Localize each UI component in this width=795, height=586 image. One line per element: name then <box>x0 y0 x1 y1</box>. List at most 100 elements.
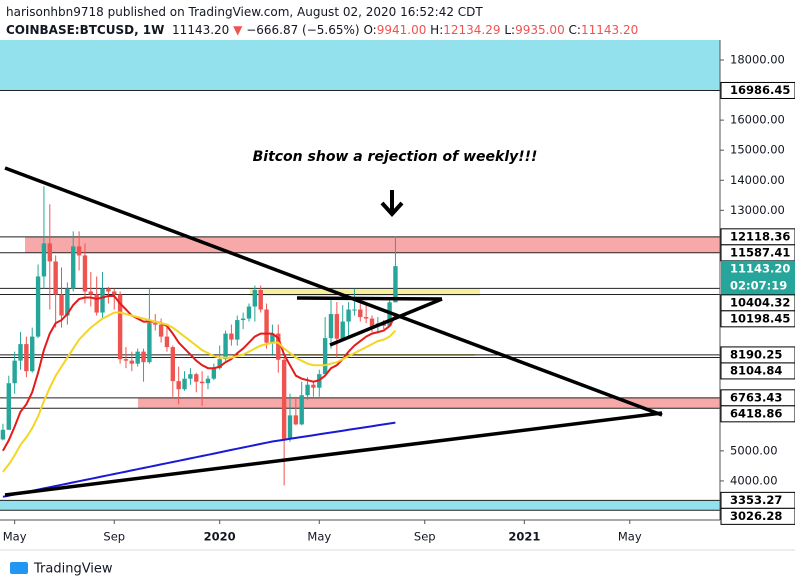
candle-body <box>158 324 164 337</box>
price-tag-label: 8190.25 <box>730 347 782 361</box>
price-tag-label: 12118.36 <box>730 229 790 243</box>
candle-body <box>112 291 117 295</box>
candle-body <box>358 309 363 318</box>
candle-body <box>82 255 88 292</box>
zone <box>25 237 720 253</box>
candle-body <box>270 333 275 343</box>
logo-text: TradingView <box>33 562 113 577</box>
candle-body <box>328 314 334 339</box>
ma-line <box>2 421 396 498</box>
candle-body <box>147 323 152 363</box>
candle-body <box>199 381 205 384</box>
zones <box>0 40 720 510</box>
price-tag <box>720 362 795 380</box>
price-tag <box>720 310 795 328</box>
candle-body <box>76 246 82 256</box>
c: 11143.20 <box>580 23 639 37</box>
candle-body <box>47 243 52 262</box>
trendline <box>4 166 663 417</box>
plot <box>0 89 720 511</box>
drawings <box>4 166 663 497</box>
candle-body <box>129 360 135 364</box>
candle-body <box>346 309 351 322</box>
x-tick-label: 2021 <box>508 530 540 544</box>
candle-body <box>0 429 6 440</box>
candle-body <box>65 288 70 316</box>
candle-body <box>211 368 217 379</box>
candle-body <box>229 333 234 340</box>
symbol-line: COINBASE:BTCUSD, 1W 11143.20 ▼ −666.87 (… <box>6 21 638 39</box>
candle-body <box>299 395 304 425</box>
l-label: L: <box>504 23 516 37</box>
price-tag-label: 8104.84 <box>730 363 782 377</box>
price-tag-label: 10404.32 <box>730 295 790 309</box>
candle-body <box>223 333 228 360</box>
countdown: 02:07:19 <box>730 278 787 292</box>
candle-body <box>340 321 345 339</box>
candle-body <box>100 288 105 313</box>
candle-body <box>363 317 369 319</box>
candle-body <box>12 360 17 384</box>
candle-body <box>41 243 47 277</box>
zone <box>250 289 480 296</box>
price-tag-label: 16986.45 <box>730 83 790 97</box>
candle-body <box>246 306 252 319</box>
candle-body <box>293 415 299 425</box>
price-tag-label: 10198.45 <box>730 311 790 325</box>
change: −666.87 (−5.65%) <box>246 23 360 37</box>
candle-body <box>205 378 211 384</box>
arrow: ▼ <box>233 23 243 37</box>
annotation: Bitcon show a rejection of weekly!!! <box>253 149 538 165</box>
candle-body <box>30 336 35 372</box>
candle-body <box>106 288 111 292</box>
candle-body <box>71 246 76 289</box>
o-label: O: <box>363 23 377 37</box>
candle-body <box>217 359 222 369</box>
candle-body <box>240 318 246 321</box>
candle-body <box>182 378 187 390</box>
y-tick-label: 13000.00 <box>730 203 785 217</box>
x-tick-label: Sep <box>103 530 125 544</box>
trendline <box>329 297 443 347</box>
o: 9941.00 <box>376 23 427 37</box>
candle-body <box>258 289 263 310</box>
logo: TradingView <box>10 562 113 577</box>
x-tick-label: May <box>3 530 27 544</box>
candle-body <box>35 276 41 337</box>
zone <box>138 398 720 408</box>
candle-body <box>153 323 158 325</box>
x-tick-label: May <box>307 530 331 544</box>
last-price-label: 11143.20 <box>730 261 790 275</box>
y-tick-label: 15000.00 <box>730 143 785 157</box>
candle-body <box>393 266 398 303</box>
candle-body <box>18 344 23 361</box>
candle-body <box>123 359 129 361</box>
price: 11143.20 <box>172 23 230 37</box>
trendline <box>296 296 443 301</box>
ma-line <box>2 295 397 452</box>
h: 12134.29 <box>443 23 501 37</box>
x-tick-label: May <box>618 530 642 544</box>
candle-body <box>334 314 340 339</box>
ma-line <box>2 311 397 473</box>
candle-body <box>88 291 94 295</box>
candle-body <box>117 294 123 360</box>
candle-body <box>264 309 269 343</box>
candle-body <box>94 294 99 313</box>
x-tick-label: Sep <box>414 530 436 544</box>
candle-body <box>235 320 240 340</box>
logo-icon <box>10 562 28 574</box>
candle-body <box>164 336 170 348</box>
last-price-tag <box>721 260 795 295</box>
candle-body <box>194 374 199 382</box>
published: harisonhbn9718 published on TradingView.… <box>6 5 483 19</box>
price-tag-label: 3026.28 <box>730 509 782 523</box>
candle-body <box>176 381 181 390</box>
price-tag-label: 3353.27 <box>730 493 782 507</box>
candle-body <box>369 318 375 327</box>
price-tag <box>720 405 795 423</box>
price-tag-label: 6418.86 <box>730 406 782 420</box>
trendline <box>4 411 663 497</box>
arrow <box>380 190 404 217</box>
